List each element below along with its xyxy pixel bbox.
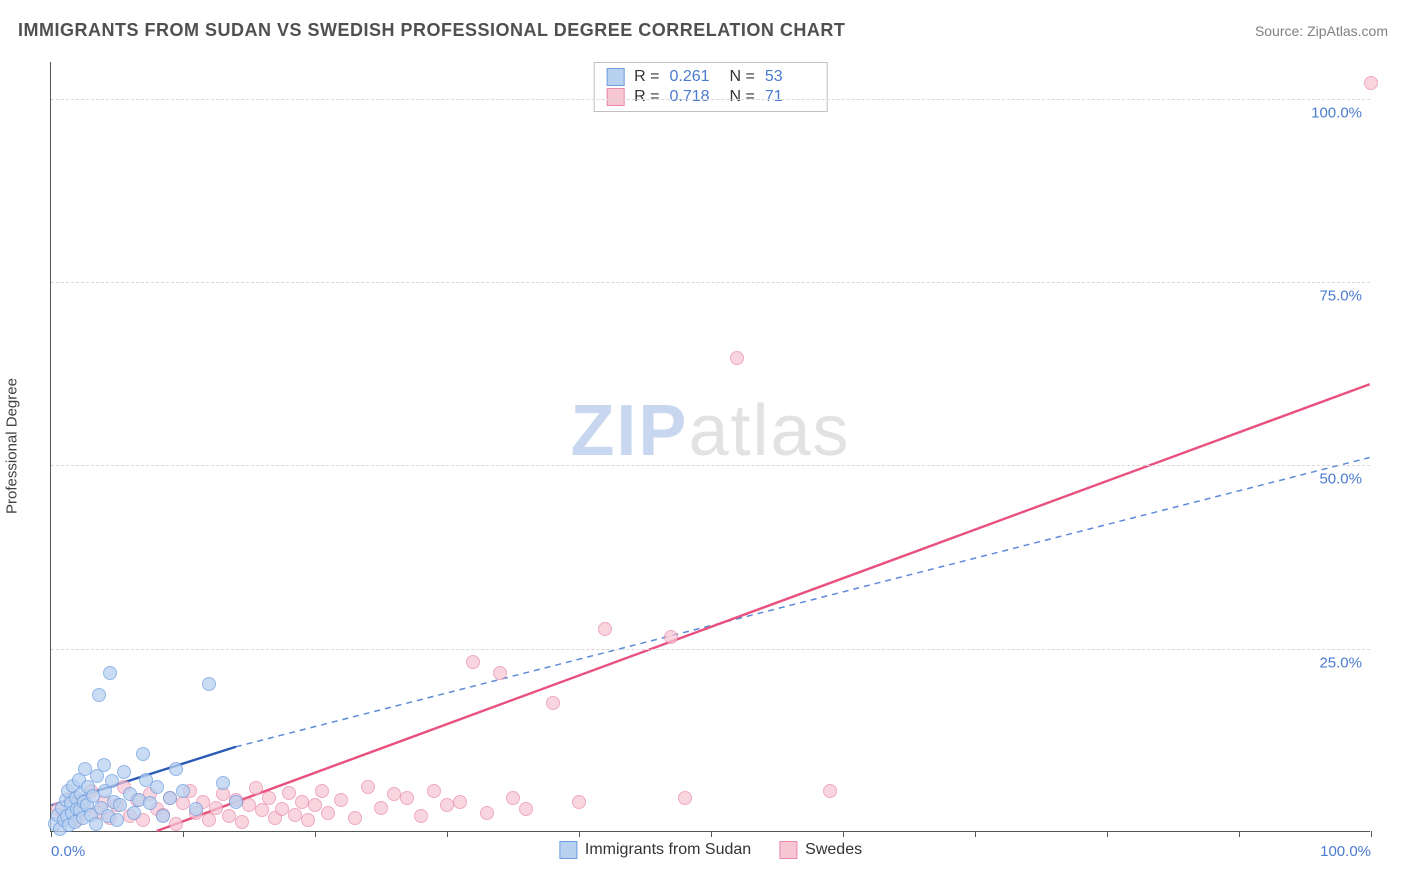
data-point-swedes [295,795,309,809]
legend-item-swedes: Swedes [779,841,862,859]
data-point-sudan [156,809,170,823]
x-tick [1107,831,1108,837]
x-tick [711,831,712,837]
trend-lines [51,62,1370,831]
data-point-sudan [229,795,243,809]
data-point-sudan [97,758,111,772]
x-tick [843,831,844,837]
data-point-sudan [110,813,124,827]
data-point-swedes [301,813,315,827]
x-tick-label: 100.0% [1320,843,1371,860]
data-point-swedes [308,798,322,812]
data-point-swedes [255,803,269,817]
data-point-swedes [664,630,678,644]
data-point-swedes [315,784,329,798]
data-point-sudan [176,784,190,798]
gridline-h [51,99,1370,100]
watermark: ZIPatlas [570,390,850,472]
data-point-swedes [823,784,837,798]
x-tick [447,831,448,837]
x-tick [315,831,316,837]
y-tick-label: 50.0% [1319,471,1362,488]
data-point-sudan [92,688,106,702]
data-point-swedes [414,809,428,823]
data-point-swedes [321,806,335,820]
data-point-swedes [400,791,414,805]
data-point-swedes [249,781,263,795]
bottom-legend: Immigrants from Sudan Swedes [559,841,862,859]
data-point-swedes [427,784,441,798]
x-tick [183,831,184,837]
data-point-swedes [275,802,289,816]
data-point-swedes [334,793,348,807]
x-tick [579,831,580,837]
swatch-sudan [606,68,624,86]
data-point-swedes [598,622,612,636]
data-point-swedes [506,791,520,805]
x-tick [1239,831,1240,837]
data-point-swedes [480,806,494,820]
data-point-sudan [189,802,203,816]
gridline-h [51,649,1370,650]
data-point-swedes [169,817,183,831]
data-point-swedes [466,655,480,669]
y-tick-label: 100.0% [1311,104,1362,121]
data-point-sudan [113,798,127,812]
x-tick [1371,831,1372,837]
data-point-swedes [678,791,692,805]
stats-row-swedes: R = 0.718 N = 71 [606,87,815,107]
data-point-swedes [546,696,560,710]
data-point-sudan [169,762,183,776]
data-point-swedes [242,798,256,812]
scatter-plot-area: ZIPatlas R = 0.261 N = 53 R = 0.718 N = … [50,62,1370,832]
data-point-swedes [440,798,454,812]
data-point-swedes [374,801,388,815]
data-point-swedes [348,811,362,825]
y-tick-label: 25.0% [1319,654,1362,671]
data-point-swedes [1364,76,1378,90]
data-point-swedes [493,666,507,680]
x-tick [51,831,52,837]
data-point-sudan [216,776,230,790]
data-point-swedes [202,813,216,827]
x-tick-label: 0.0% [51,843,85,860]
data-point-sudan [202,677,216,691]
data-point-sudan [127,806,141,820]
data-point-swedes [176,796,190,810]
legend-swatch-sudan [559,841,577,859]
data-point-swedes [453,795,467,809]
data-point-swedes [235,815,249,829]
data-point-swedes [730,351,744,365]
data-point-swedes [222,809,236,823]
x-tick [975,831,976,837]
data-point-swedes [572,795,586,809]
stats-row-sudan: R = 0.261 N = 53 [606,67,815,87]
data-point-sudan [105,774,119,788]
source-attribution: Source: ZipAtlas.com [1255,23,1388,39]
y-axis-label: Professional Degree [4,378,21,514]
data-point-swedes [361,780,375,794]
data-point-sudan [103,666,117,680]
legend-item-sudan: Immigrants from Sudan [559,841,751,859]
gridline-h [51,282,1370,283]
data-point-sudan [163,791,177,805]
data-point-swedes [288,808,302,822]
legend-swatch-swedes [779,841,797,859]
data-point-swedes [262,791,276,805]
data-point-sudan [136,747,150,761]
data-point-swedes [519,802,533,816]
data-point-swedes [282,786,296,800]
data-point-sudan [117,765,131,779]
data-point-swedes [387,787,401,801]
correlation-stats-box: R = 0.261 N = 53 R = 0.718 N = 71 [593,62,828,112]
gridline-h [51,465,1370,466]
data-point-swedes [209,801,223,815]
swatch-swedes [606,88,624,106]
y-tick-label: 75.0% [1319,288,1362,305]
data-point-sudan [143,796,157,810]
chart-title: IMMIGRANTS FROM SUDAN VS SWEDISH PROFESS… [18,20,845,41]
data-point-sudan [150,780,164,794]
